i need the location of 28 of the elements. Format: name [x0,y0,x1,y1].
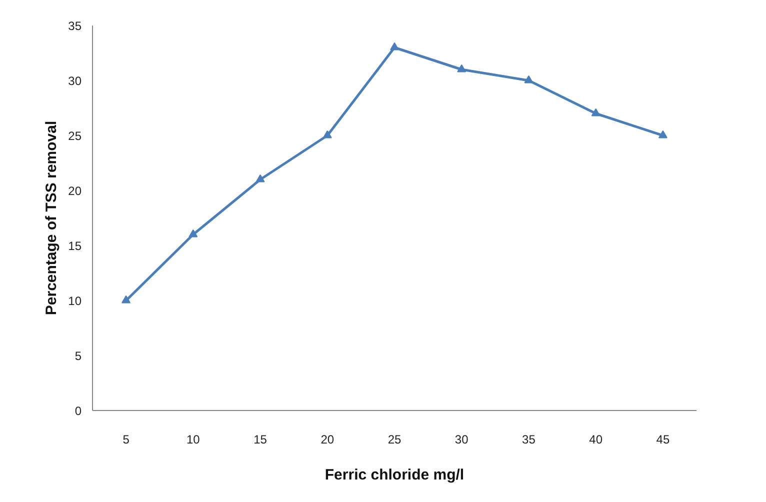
x-tick-label: 25 [388,432,402,446]
x-tick-label: 40 [589,432,603,446]
y-tick-label: 5 [74,349,82,363]
point [322,130,332,138]
y-tick-label: 15 [68,239,82,253]
x-tick-label: 10 [186,432,200,446]
point [457,64,466,72]
point [188,229,198,238]
x-tick-label: 15 [254,432,268,446]
y-tick-label: 30 [68,74,82,88]
point [591,108,600,116]
point [390,42,399,50]
x-tick-label: 30 [454,432,469,446]
y-tick-label: 0 [74,404,82,418]
y-axis-title: Percentage of TSS removal [43,120,60,316]
x-axis-title: Ferric chloride mg/l [324,466,464,484]
x-tick-label: 20 [320,432,334,446]
point [658,130,668,138]
y-tick-label: 10 [68,294,82,308]
x-tick-label: 35 [522,432,536,446]
x-tick-label: 5 [122,432,130,446]
point [122,295,131,304]
y-tick-label: 25 [68,129,82,143]
x-tick-label: 45 [656,432,670,446]
point [256,174,265,182]
y-tick-label: 20 [68,184,82,198]
y-tick-label: 35 [68,19,82,33]
point [524,75,534,84]
